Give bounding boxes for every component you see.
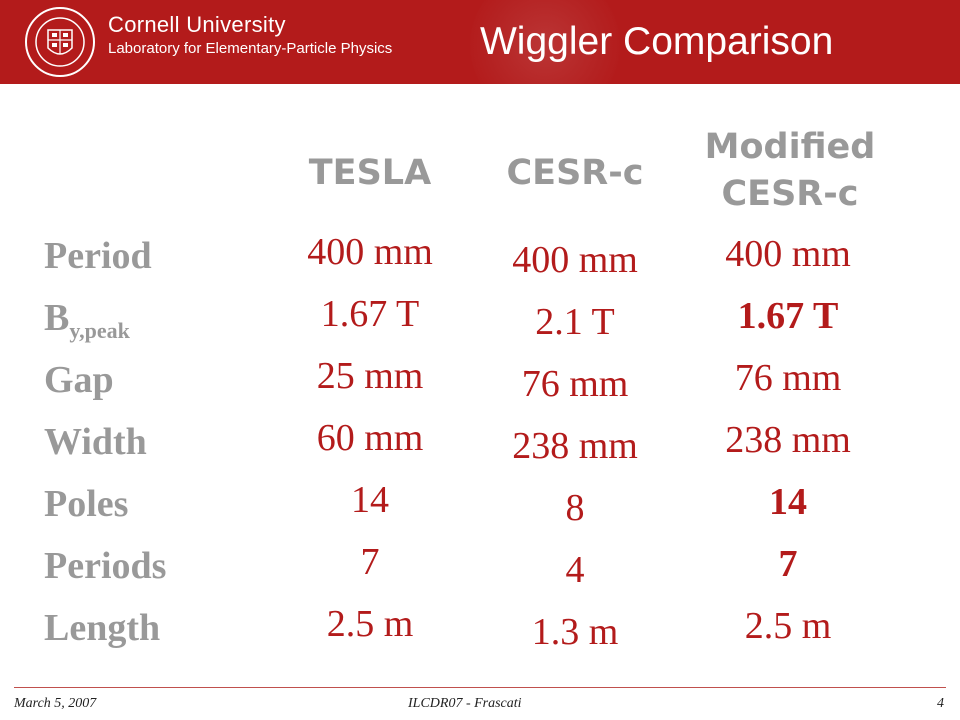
- table-cell: 400 mm: [307, 231, 433, 273]
- table-cell: 25 mm: [316, 355, 424, 397]
- row-label-periods: Periods: [44, 544, 166, 588]
- slide-title: Wiggler Comparison: [480, 20, 834, 63]
- table-cell: 2.5 m: [326, 603, 414, 645]
- footer-event: ILCDR07 - Frascati: [408, 696, 522, 711]
- table-cell: 14: [769, 481, 807, 523]
- table-cell: 238 mm: [725, 419, 851, 461]
- table-cell: 60 mm: [316, 417, 424, 459]
- row-label-b-ypeak: By,peak: [44, 296, 130, 344]
- table-cell: 238 mm: [512, 425, 638, 467]
- row-label-text: Length: [44, 607, 161, 649]
- row-label-text: Periods: [44, 545, 167, 587]
- laboratory-name: Laboratory for Elementary-Particle Physi…: [108, 40, 393, 57]
- row-label-text: Gap: [44, 359, 114, 401]
- table-cell: 2.5 m: [744, 605, 832, 647]
- table-cell: 76 mm: [521, 363, 629, 405]
- row-label-period: Period: [44, 234, 152, 278]
- seal-watermark: [470, 0, 620, 84]
- page-number: 4: [937, 696, 944, 711]
- table-cell: 4: [565, 549, 585, 591]
- table-cell: 7: [778, 543, 798, 585]
- row-label-text: Poles: [44, 483, 129, 525]
- row-label-text: Width: [44, 421, 147, 463]
- table-cell: 2.1 T: [535, 301, 615, 343]
- row-label-text: Period: [44, 235, 152, 277]
- footer-divider: [14, 687, 946, 688]
- row-label-text: B: [44, 297, 70, 339]
- row-label-subscript: y,peak: [69, 318, 130, 343]
- university-name: Cornell University: [108, 12, 286, 37]
- footer-date: March 5, 2007: [14, 696, 97, 711]
- table-cell: 8: [565, 487, 585, 529]
- column-header-tesla: TESLA: [308, 153, 432, 193]
- table-cell: 400 mm: [512, 239, 638, 281]
- table-cell: 1.3 m: [531, 611, 619, 653]
- table-cell: 76 mm: [734, 357, 842, 399]
- row-label-length: Length: [44, 606, 160, 650]
- table-cell: 400 mm: [725, 233, 851, 275]
- table-cell: 1.67 T: [737, 295, 839, 337]
- column-header-cesrc: CESR-c: [506, 153, 644, 193]
- row-label-gap: Gap: [44, 358, 114, 402]
- column-header-modified-cesrc: Modified CESR-c: [704, 127, 876, 214]
- header-bar: Cornell University Laboratory for Elemen…: [0, 0, 960, 84]
- row-label-width: Width: [44, 420, 147, 464]
- row-label-poles: Poles: [44, 482, 128, 526]
- table-cell: 14: [351, 479, 389, 521]
- table-cell: 1.67 T: [320, 293, 420, 335]
- table-cell: 7: [360, 541, 380, 583]
- cornell-seal-icon: [25, 7, 95, 77]
